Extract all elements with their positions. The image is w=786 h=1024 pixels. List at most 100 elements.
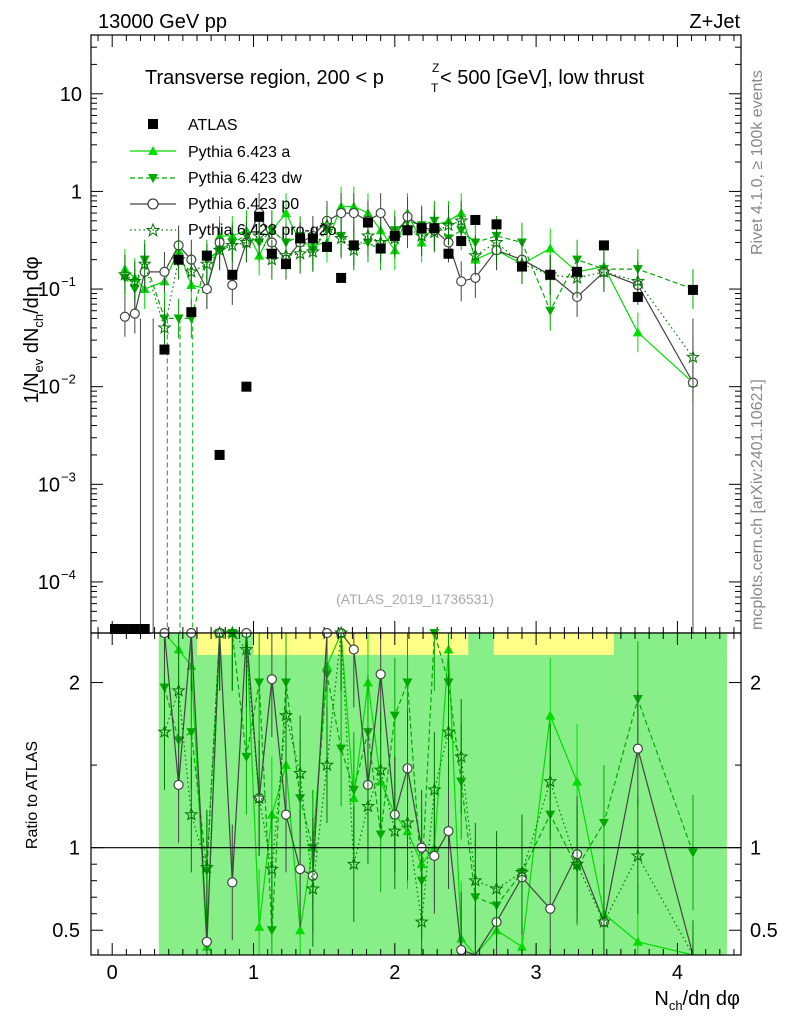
ratio-point-p0 <box>295 864 306 875</box>
ratio-point-dw <box>598 818 609 828</box>
point-atlas <box>266 248 277 259</box>
ratio-point-pro-q2o <box>157 724 172 739</box>
point-p0 <box>119 311 131 322</box>
ratio-point-p0 <box>443 826 454 837</box>
lower-ytick-label: 2 <box>69 673 80 695</box>
legend-label-a: Pythia 6.423 a <box>188 144 290 161</box>
lower-xtick-label: 2 <box>389 962 400 984</box>
uncertainty-band-green-top <box>468 633 494 663</box>
ratio-point-dw <box>348 785 359 795</box>
upper-ylabel: 1/Nev dNch/dη dφ <box>21 256 46 403</box>
point-pro-q2o <box>334 230 349 245</box>
ratio-series-pro-q2o <box>157 625 694 956</box>
plot-title: Transverse region, 200 < p <box>145 67 384 89</box>
point-atlas <box>139 624 150 634</box>
ratio-point-pro-q2o <box>373 762 388 777</box>
line-pro-q2o <box>124 220 694 358</box>
point-atlas <box>227 269 238 280</box>
point-p0 <box>375 207 386 219</box>
upper-ytick-label: 10 <box>38 474 60 496</box>
ratio-point-pro-q2o <box>514 864 530 879</box>
point-pro-q2o <box>278 248 294 262</box>
legend-marker-pro-q2o <box>145 222 161 238</box>
ratio-point-pro-q2o <box>334 625 349 640</box>
legend-marker-p0 <box>147 198 159 210</box>
ratio-point-pro-q2o <box>570 856 585 871</box>
point-atlas <box>119 624 130 634</box>
point-a <box>281 208 291 218</box>
upper-ytick-label: 1 <box>71 181 82 203</box>
point-pro-q2o <box>212 242 227 257</box>
ratio-point-pro-q2o <box>489 881 504 896</box>
point-atlas <box>516 261 527 272</box>
point-atlas <box>572 266 583 277</box>
point-pro-q2o <box>305 244 320 259</box>
point-atlas <box>598 240 609 251</box>
point-atlas <box>429 223 440 234</box>
plot-title-sub: T <box>431 81 439 95</box>
ratio-point-pro-q2o <box>278 708 294 722</box>
ratio-point-pro-q2o <box>293 765 308 780</box>
lower-panel: 0 1 2 3 4 0.5 0.5 1 1 2 2 Ratio to ATLAS Nch/dη dφ <box>24 625 778 1013</box>
process-label: Z+Jet <box>689 11 740 33</box>
point-p0 <box>227 279 238 291</box>
lower-ytick-label-right: 1 <box>750 838 761 860</box>
ratio-point-p0 <box>375 669 386 680</box>
ratio-point-p0 <box>545 903 556 914</box>
point-atlas <box>375 243 386 254</box>
xlabel: Nch/dη dφ <box>654 988 740 1013</box>
point-p0 <box>336 207 347 219</box>
point-p0 <box>348 207 359 219</box>
lower-xtick-label: 0 <box>107 962 118 984</box>
point-atlas <box>348 240 359 251</box>
uncertainty-band-green-top <box>613 633 727 663</box>
point-pro-q2o <box>137 256 152 271</box>
upper-ytick-label-exp: −3 <box>61 469 76 484</box>
lower-xtick-label: 4 <box>672 962 683 984</box>
point-atlas <box>295 233 306 244</box>
upper-ytick-label-exp: −2 <box>61 372 76 387</box>
ratio-point-pro-q2o <box>400 815 415 829</box>
ratio-point-a <box>545 710 556 720</box>
ratio-point-pro-q2o <box>225 625 240 640</box>
ratio-point-a <box>572 776 583 786</box>
lower-ytick-label: 1 <box>69 838 80 860</box>
ratio-point-a <box>295 925 306 935</box>
legend-label-p0: Pythia 6.423 p0 <box>188 196 299 213</box>
ratio-point-dw <box>266 926 277 936</box>
lower-frame <box>90 632 742 956</box>
point-pro-q2o <box>157 320 172 334</box>
point-atlas <box>443 248 454 259</box>
point-atlas <box>321 241 332 252</box>
point-atlas <box>470 214 481 225</box>
upper-ytick-label: 10 <box>60 84 82 106</box>
ratio-point-dw <box>375 830 386 840</box>
ratio-point-pro-q2o <box>239 642 254 656</box>
upper-ytick-label-exp: −4 <box>61 567 76 582</box>
point-atlas <box>214 449 225 460</box>
lower-ytick-label-right: 2 <box>750 673 761 695</box>
upper-ytick-label: 10 <box>38 572 60 594</box>
point-pro-q2o <box>184 264 199 278</box>
point-a <box>545 243 556 253</box>
point-atlas <box>241 381 252 392</box>
point-pro-q2o <box>489 235 504 249</box>
point-pro-q2o <box>117 267 132 281</box>
ratio-point-p0 <box>456 944 467 956</box>
ratio-point-pro-q2o <box>319 757 335 772</box>
ratio-point-pro-q2o <box>346 856 361 871</box>
ratio-point-p0 <box>227 877 238 888</box>
ratio-point-pro-q2o <box>212 625 227 640</box>
ratio-point-p0 <box>280 809 292 820</box>
svg-text:Nch/dη dφ: Nch/dη dφ <box>654 988 740 1013</box>
ratio-point-dw <box>336 744 347 754</box>
upper-ytick-label: 10 <box>38 377 60 399</box>
point-atlas <box>129 624 140 634</box>
point-atlas <box>254 211 265 222</box>
point-p0 <box>159 266 170 277</box>
line-p0 <box>124 211 694 383</box>
ratio-point-dw <box>687 848 698 858</box>
point-atlas <box>416 223 427 234</box>
uncertainty-band-green <box>158 655 727 955</box>
